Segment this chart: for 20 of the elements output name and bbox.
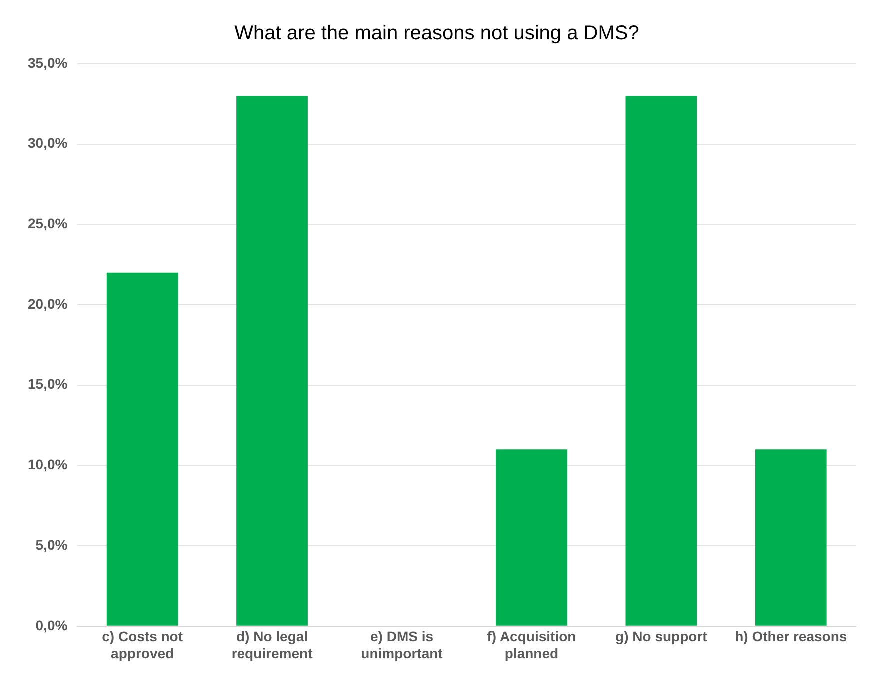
bar: [106, 272, 178, 626]
x-tick-label: h) Other reasons: [735, 628, 848, 645]
y-tick-label: 30,0%: [28, 135, 68, 152]
y-tick-label: 35,0%: [28, 54, 68, 71]
bar: [236, 96, 308, 626]
x-tick-label: g) No support: [616, 628, 708, 645]
bar: [755, 450, 827, 626]
y-tick-label: 25,0%: [28, 216, 68, 232]
y-tick-label: 20,0%: [28, 296, 68, 312]
bar: [626, 96, 698, 626]
x-tick-label: d) No legal requirement: [232, 628, 314, 662]
bar: [496, 450, 568, 626]
x-tick-label: e) DMS is unimportant: [361, 628, 444, 662]
y-tick-label: 15,0%: [28, 376, 68, 392]
chart-title: What are the main reasons not using a DMS?: [234, 22, 640, 45]
y-tick-label: 10,0%: [28, 456, 68, 473]
y-tick-label: 0,0%: [36, 617, 68, 634]
y-tick-label: 5,0%: [36, 536, 68, 553]
x-tick-label: c) Costs not approved: [102, 628, 184, 662]
x-tick-label: f) Acquisition planned: [487, 628, 576, 662]
